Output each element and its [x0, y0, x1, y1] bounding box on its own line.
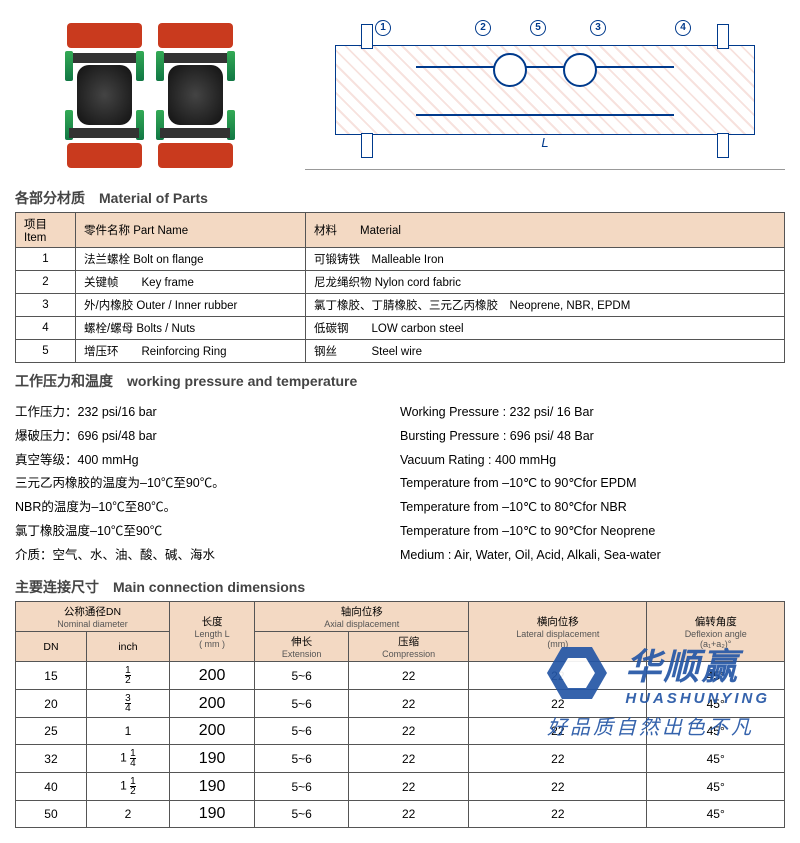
- table-row: 5增压环 Reinforcing Ring钢丝 Steel wire: [16, 340, 785, 363]
- spec-line: NBR的温度为–10℃至80℃。: [15, 496, 400, 520]
- spec-line: 三元乙丙橡胶的温度为–10℃至90℃。: [15, 472, 400, 496]
- top-section: 1 2 5 3 4 L: [15, 15, 785, 180]
- spec-line: Temperature from –10℃ to 80℃for NBR: [400, 496, 785, 520]
- spec-line: Vacuum Rating : 400 mmHg: [400, 449, 785, 473]
- callout-2: 2: [475, 20, 491, 36]
- spec-line: Temperature from –10℃ to 90℃for EPDM: [400, 472, 785, 496]
- spec-line: Temperature from –10℃ to 90℃for Neoprene: [400, 520, 785, 544]
- th-name: 零件名称 Part Name: [76, 213, 306, 248]
- spec-line: 真空等级：400 mmHg: [15, 449, 400, 473]
- specs-block: 工作压力：232 psi/16 bar爆破压力：696 psi/48 bar真空…: [15, 401, 785, 567]
- brand-cn: 华顺赢: [625, 638, 770, 690]
- table-row: 5021905~6222245°: [16, 801, 785, 828]
- callout-5: 5: [530, 20, 546, 36]
- spec-line: Bursting Pressure : 696 psi/ 48 Bar: [400, 425, 785, 449]
- parts-table: 项目 Item 零件名称 Part Name 材料 Material 1法兰螺栓…: [15, 212, 785, 363]
- spec-line: Medium : Air, Water, Oil, Acid, Alkali, …: [400, 544, 785, 568]
- working-title: 工作压力和温度 working pressure and temperature: [15, 371, 785, 391]
- table-row: 1法兰螺栓 Bolt on flange可锻铸铁 Malleable Iron: [16, 248, 785, 271]
- dim-title: 主要连接尺寸 Main connection dimensions: [15, 577, 785, 597]
- spec-line: Working Pressure : 232 psi/ 16 Bar: [400, 401, 785, 425]
- brand-watermark: 华顺赢 HUASHUNYING 好品质自然出色不凡: [547, 637, 770, 740]
- callout-1: 1: [375, 20, 391, 36]
- table-row: 2关键帧 Key frame尼龙绳织物 Nylon cord fabric: [16, 271, 785, 294]
- dimension-L: L: [541, 135, 548, 150]
- table-row: 321 141905~6222245°: [16, 745, 785, 773]
- product-photo: [15, 15, 285, 175]
- brand-en: HUASHUNYING: [625, 690, 770, 707]
- th-item: 项目 Item: [16, 213, 76, 248]
- spec-line: 氯丁橡胶温度–10℃至90℃: [15, 520, 400, 544]
- table-row: 4螺栓/螺母 Bolts / Nuts低碳钢 LOW carbon steel: [16, 317, 785, 340]
- callout-3: 3: [590, 20, 606, 36]
- table-row: 3外/内橡胶 Outer / Inner rubber氯丁橡胶、丁腈橡胶、三元乙…: [16, 294, 785, 317]
- spec-line: 介质：空气、水、油、酸、碱、海水: [15, 544, 400, 568]
- callout-4: 4: [675, 20, 691, 36]
- table-row: 401 121905~6222245°: [16, 773, 785, 801]
- spec-line: 工作压力：232 psi/16 bar: [15, 401, 400, 425]
- parts-title: 各部分材质 Material of Parts: [15, 188, 785, 208]
- spec-line: 爆破压力：696 psi/48 bar: [15, 425, 400, 449]
- th-material: 材料 Material: [306, 213, 785, 248]
- technical-diagram: 1 2 5 3 4 L: [305, 15, 785, 170]
- brand-slogan: 好品质自然出色不凡: [547, 711, 770, 740]
